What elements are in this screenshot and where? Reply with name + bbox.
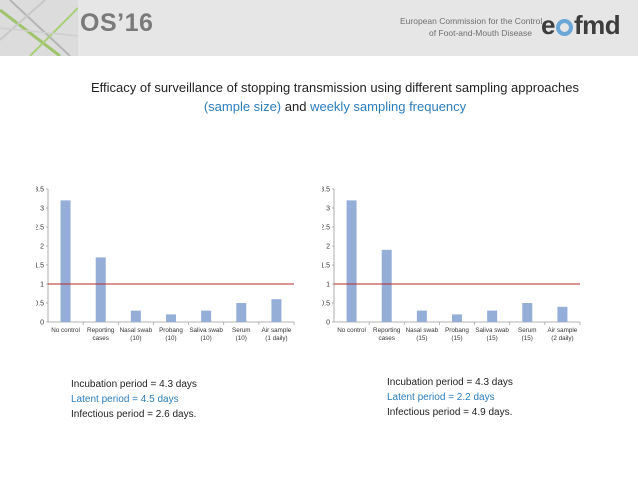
y-tick-label: 0 (40, 320, 44, 327)
title-line-2: (sample size) and weekly sampling freque… (203, 99, 467, 114)
bar (271, 299, 282, 322)
bar (452, 314, 462, 322)
bar (60, 200, 71, 322)
latent-period: Latent period = 2.2 days (387, 392, 495, 403)
header-banner: OS’16 European Commission for the Contro… (0, 0, 638, 56)
bar (130, 310, 141, 322)
x-tick-label: Air sample (548, 327, 578, 334)
y-tick-label: 2.5 (36, 225, 44, 232)
x-tick-label: (15) (522, 335, 533, 342)
bar (522, 303, 533, 322)
eufmd-logo: e fmd (541, 10, 621, 40)
y-tick-label: 0.5 (322, 301, 330, 308)
x-tick-label: Serum (518, 327, 537, 334)
y-tick-label: 1 (326, 282, 330, 289)
bar (201, 310, 212, 322)
x-tick-label: (1 daily) (265, 335, 287, 342)
bar (487, 310, 498, 322)
decorative-lines-graphic (0, 0, 78, 56)
infectious-period: Infectious period = 2.6 days. (71, 409, 197, 420)
x-tick-label: (10) (130, 335, 141, 342)
x-tick-label: (15) (451, 335, 462, 342)
x-tick-label: Serum (232, 327, 251, 334)
x-tick-label: No control (337, 327, 366, 334)
x-tick-label: Saliva swab (475, 327, 509, 334)
bar (95, 257, 106, 322)
y-tick-label: 2 (326, 244, 330, 251)
y-tick-label: 1.5 (322, 263, 330, 270)
x-tick-label: cases (92, 335, 108, 342)
x-tick-label: (2 daily) (551, 335, 573, 342)
x-tick-label: Probang (159, 327, 183, 334)
x-tick-label: Saliva swab (189, 327, 223, 334)
x-tick-label: No control (51, 327, 80, 334)
bar-chart-left: 0 0.5 1 1.5 2 2.5 3 3.5 No control Reportingcases… (36, 187, 295, 342)
x-tick-label: Nasal swab (120, 327, 153, 334)
bar (166, 314, 176, 322)
y-tick-label: 3 (40, 206, 44, 213)
bar (381, 249, 392, 322)
parameters-note-right: Incubation period = 4.3 days Latent peri… (387, 375, 513, 420)
title-frequency: weekly sampling frequency (310, 99, 467, 114)
x-tick-label: (10) (201, 335, 212, 342)
y-tick-label: 3 (326, 206, 330, 213)
x-tick-label: cases (378, 335, 394, 342)
x-tick-label: (15) (487, 335, 498, 342)
parameters-note-left: Incubation period = 4.3 days Latent peri… (71, 377, 197, 422)
x-tick-label: Probang (445, 327, 469, 334)
bar (236, 303, 247, 322)
title-sample-size: (sample size) (203, 99, 282, 114)
latent-period: Latent period = 4.5 days (71, 394, 179, 405)
org-line-1: European Commission for the Control (400, 16, 543, 26)
y-tick-label: 3.5 (322, 187, 330, 194)
x-tick-label: (10) (236, 335, 247, 342)
x-tick-label: Reporting (373, 327, 401, 334)
incubation-period: Incubation period = 4.3 days (71, 379, 197, 390)
y-tick-label: 0.5 (36, 301, 44, 308)
slide-title: Efficacy of surveillance of stopping tra… (40, 78, 630, 116)
infectious-period: Infectious period = 4.9 days. (387, 407, 513, 418)
x-tick-label: Reporting (87, 327, 115, 334)
x-tick-label: (10) (165, 335, 176, 342)
y-tick-label: 1.5 (36, 263, 44, 270)
bar (557, 306, 568, 322)
x-tick-label: (15) (416, 335, 427, 342)
bar (416, 310, 427, 322)
y-tick-label: 3.5 (36, 187, 44, 194)
x-tick-label: Nasal swab (406, 327, 439, 334)
y-tick-label: 2 (40, 244, 44, 251)
x-tick-label: Air sample (262, 327, 292, 334)
bar-chart-right: 0 0.5 1 1.5 2 2.5 3 3.5 No control Reportingcases… (322, 187, 581, 342)
y-tick-label: 2.5 (322, 225, 330, 232)
y-tick-label: 1 (40, 282, 44, 289)
organization-name: European Commission for the Control of F… (400, 15, 543, 39)
org-line-2: of Foot-and-Mouth Disease (429, 28, 532, 38)
incubation-period: Incubation period = 4.3 days (387, 377, 513, 388)
y-tick-label: 0 (326, 320, 330, 327)
bar (346, 200, 357, 322)
title-line-1: Efficacy of surveillance of stopping tra… (90, 80, 579, 95)
conference-title: OS’16 (80, 9, 154, 37)
